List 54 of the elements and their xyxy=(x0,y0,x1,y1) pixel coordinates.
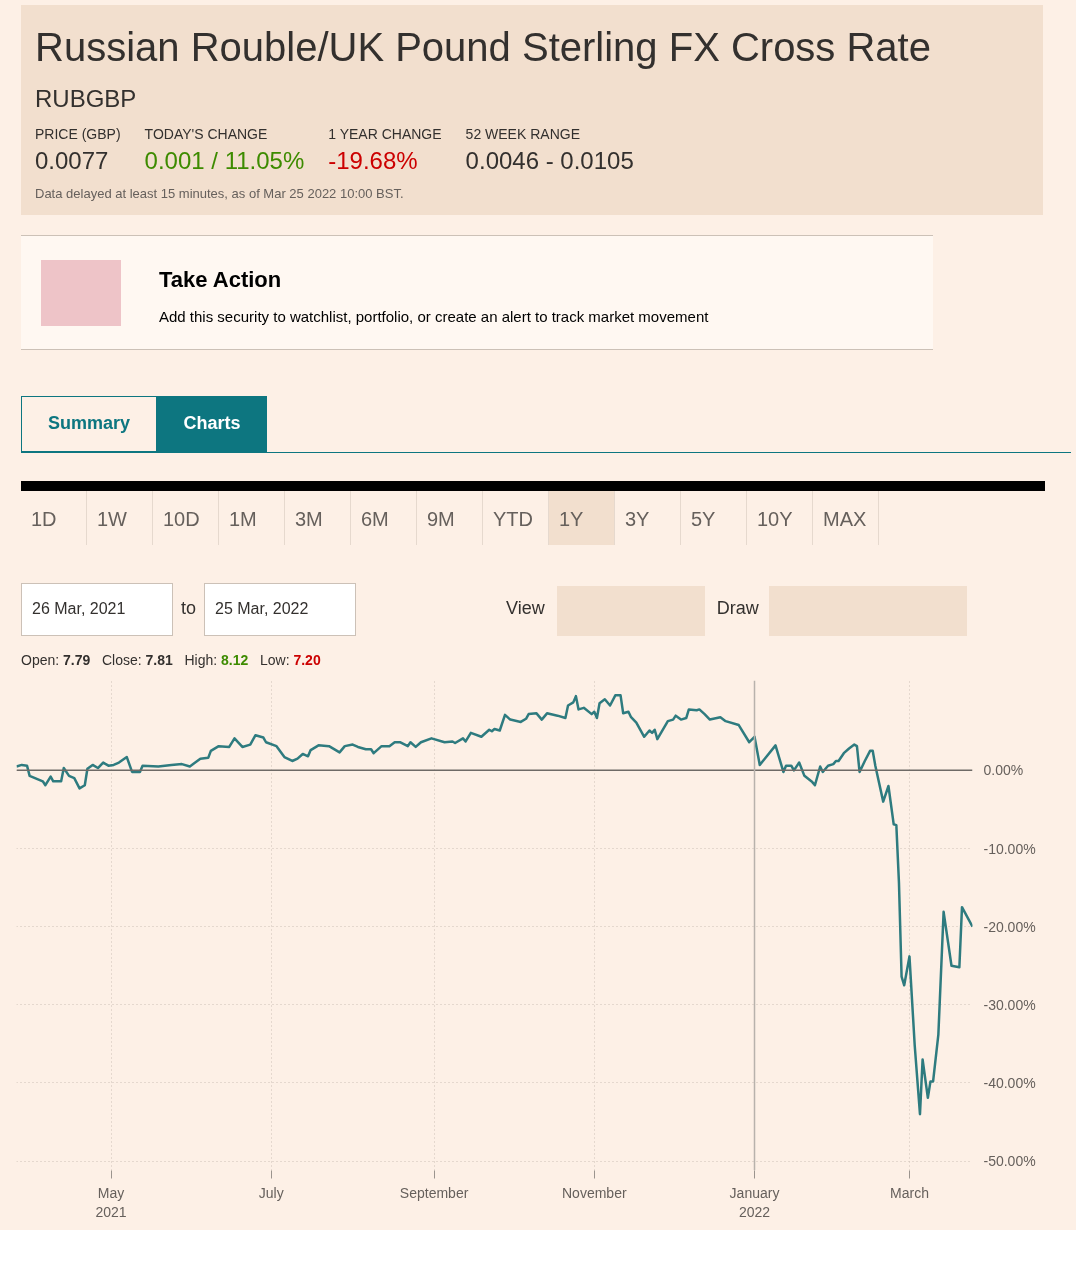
text: 1M xyxy=(219,490,285,546)
text: High: xyxy=(184,652,219,669)
x-tick-label: January 2022 xyxy=(729,1184,780,1220)
line-series xyxy=(16,694,973,1116)
text: 52 WEEK RANGE xyxy=(465,125,581,145)
text: Summary xyxy=(21,396,157,452)
text: YTD xyxy=(483,490,549,546)
x-tick-label: May 2021 xyxy=(95,1184,127,1220)
text: 1D xyxy=(21,490,87,546)
text: 7.81 xyxy=(145,652,173,669)
x-tick-label: March xyxy=(890,1184,929,1201)
x-tick-label: July xyxy=(258,1184,284,1201)
text: 3M xyxy=(285,490,351,546)
text: Take Action xyxy=(159,266,283,295)
text: 25 Mar, 2022 xyxy=(204,583,357,637)
text: Charts xyxy=(157,396,267,452)
y-tick-label: -30.00% xyxy=(983,996,1036,1013)
text: 6M xyxy=(351,490,417,546)
chart-title: Russian Rouble/UK Pound Sterling FX Cross Rate xyxy=(35,24,932,71)
x-tick-label: September xyxy=(399,1184,469,1201)
text: 3Y xyxy=(615,490,681,546)
text: 1Y xyxy=(549,490,615,546)
text: Low: xyxy=(259,652,291,669)
text: 5Y xyxy=(681,490,747,546)
text: 10Y xyxy=(747,490,813,546)
text: to xyxy=(181,598,197,619)
text: Data delayed at least 15 minutes, as of Mar 25 2022 10:00 BST. xyxy=(35,184,405,203)
text: 10D xyxy=(153,490,219,546)
text: View xyxy=(506,597,545,621)
text: 0.0077 xyxy=(35,146,110,177)
text: 26 Mar, 2021 xyxy=(21,583,173,637)
text: Open: xyxy=(21,652,61,669)
text: 7.79 xyxy=(63,652,91,669)
text: 9M xyxy=(417,490,483,546)
x-tick-label: November xyxy=(562,1184,627,1201)
text: MAX xyxy=(813,490,879,546)
text: Draw xyxy=(716,598,759,619)
y-tick-label: -50.00% xyxy=(983,1153,1036,1170)
text: 0.001 / 11.05% xyxy=(144,146,305,177)
text: 8.12 xyxy=(221,652,249,669)
y-tick-label: -20.00% xyxy=(983,918,1036,935)
text: TODAY'S CHANGE xyxy=(144,125,269,145)
y-tick-label: -10.00% xyxy=(983,840,1036,857)
text: -19.68% xyxy=(328,146,419,177)
text: PRICE (GBP) xyxy=(35,125,121,145)
text: 1W xyxy=(87,490,153,546)
text: 7.20 xyxy=(293,652,321,669)
text: 0.0046 - 0.0105 xyxy=(465,146,634,177)
text: Close: xyxy=(101,652,143,669)
y-tick-label: -40.00% xyxy=(983,1074,1036,1091)
chart-subtitle: RUBGBP xyxy=(35,84,138,115)
text: Add this security to watchlist, portfolio, or create an alert to track market movement xyxy=(159,306,710,327)
y-tick-label: 0.00% xyxy=(983,762,1024,779)
text: 1 YEAR CHANGE xyxy=(328,125,442,145)
